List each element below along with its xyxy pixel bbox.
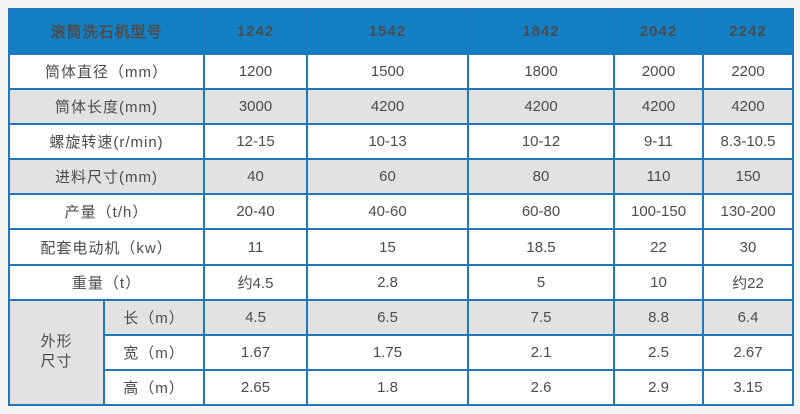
spec-cell: 3.15 [702,368,795,407]
spec-cell: 约4.5 [203,263,309,301]
spec-cell: 1.8 [306,368,470,407]
spec-cell: 130-200 [702,193,795,231]
table-row-feed-size: 进料尺寸(mm) 40 60 80 110 150 [7,158,795,196]
spec-cell: 6.4 [702,298,795,336]
spec-cell: 2.65 [203,368,309,407]
spec-cell: 12-15 [203,123,309,161]
spec-cell: 8.3-10.5 [702,123,795,161]
spec-cell: 80 [467,158,616,196]
spec-cell: 约22 [702,263,795,301]
spec-cell: 4.5 [203,298,309,336]
spec-cell: 7.5 [467,298,616,336]
spec-cell: 40-60 [306,193,470,231]
spec-cell: 1200 [203,52,309,91]
spec-cell: 1.75 [306,333,470,371]
table-row-drum-diameter: 筒体直径（mm） 1200 1500 1800 2000 2200 [7,52,795,91]
row-label: 高（m） [102,368,206,407]
spec-cell: 20-40 [203,193,309,231]
table-row-dimension-height: 高（m） 2.65 1.8 2.6 2.9 3.15 [9,368,795,407]
spec-cell: 2.8 [306,263,470,301]
model-header-2242: 2242 [702,8,795,55]
spec-cell: 2.1 [467,333,616,371]
header-row: 滚筒洗石机型号 1242 1542 1842 2042 2242 [7,8,795,55]
spec-cell: 2.67 [702,333,795,371]
row-label: 配套电动机（kw） [7,228,206,266]
row-label: 筒体直径（mm） [7,52,206,91]
spec-cell: 9-11 [613,123,705,161]
spec-cell: 2.6 [467,368,616,407]
table-row-spiral-speed: 螺旋转速(r/min) 12-15 10-13 10-12 9-11 8.3-1… [7,123,795,161]
spec-cell: 2.9 [613,368,705,407]
table-row-motor-power: 配套电动机（kw） 11 15 18.5 22 30 [7,228,795,266]
row-label: 螺旋转速(r/min) [7,123,206,161]
drum-washer-spec-table: 滚筒洗石机型号 1242 1542 1842 2042 2242 筒体直径（mm… [7,8,795,407]
table-title: 滚筒洗石机型号 [7,8,206,55]
row-label: 进料尺寸(mm) [7,158,206,196]
spec-cell: 22 [613,228,705,266]
spec-cell: 4200 [702,88,795,126]
table-row-weight: 重量（t） 约4.5 2.8 5 10 约22 [7,263,795,301]
spec-cell: 4200 [613,88,705,126]
spec-cell: 10 [613,263,705,301]
spec-cell: 3000 [203,88,309,126]
spec-cell: 4200 [306,88,470,126]
row-label: 产量（t/h） [7,193,206,231]
model-header-1242: 1242 [203,8,309,55]
row-label: 筒体长度(mm) [7,88,206,126]
spec-cell: 5 [467,263,616,301]
spec-cell: 4200 [467,88,616,126]
spec-cell: 10-12 [467,123,616,161]
spec-cell: 100-150 [613,193,705,231]
spec-cell: 110 [613,158,705,196]
model-header-1842: 1842 [467,8,616,55]
spec-cell: 18.5 [467,228,616,266]
model-header-1542: 1542 [306,8,470,55]
row-label: 重量（t） [7,263,206,301]
spec-cell: 11 [203,228,309,266]
spec-cell: 2.5 [613,333,705,371]
spec-cell: 150 [702,158,795,196]
table-row-dimension-length: 外形 尺寸 长（m） 4.5 6.5 7.5 8.8 6.4 [8,298,795,407]
spec-cell: 60-80 [467,193,616,231]
spec-cell: 10-13 [306,123,470,161]
spec-cell: 2000 [613,52,705,91]
table-row-dimension-width: 宽（m） 1.67 1.75 2.1 2.5 2.67 [9,333,795,371]
model-header-2042: 2042 [613,8,705,55]
spec-cell: 15 [306,228,470,266]
dimension-group-label: 外形 尺寸 [8,298,105,407]
spec-cell: 2200 [702,52,795,91]
spec-cell: 60 [306,158,470,196]
spec-cell: 1.67 [203,333,309,371]
row-label: 宽（m） [102,333,206,371]
spec-cell: 1500 [306,52,470,91]
table-row-capacity: 产量（t/h） 20-40 40-60 60-80 100-150 130-20… [7,193,795,231]
spec-cell: 40 [203,158,309,196]
spec-cell: 8.8 [613,298,705,336]
spec-cell: 30 [702,228,795,266]
row-label: 长（m） [102,298,206,336]
spec-cell: 6.5 [306,298,470,336]
spec-cell: 1800 [467,52,616,91]
table-row-drum-length: 筒体长度(mm) 3000 4200 4200 4200 4200 [7,88,795,126]
